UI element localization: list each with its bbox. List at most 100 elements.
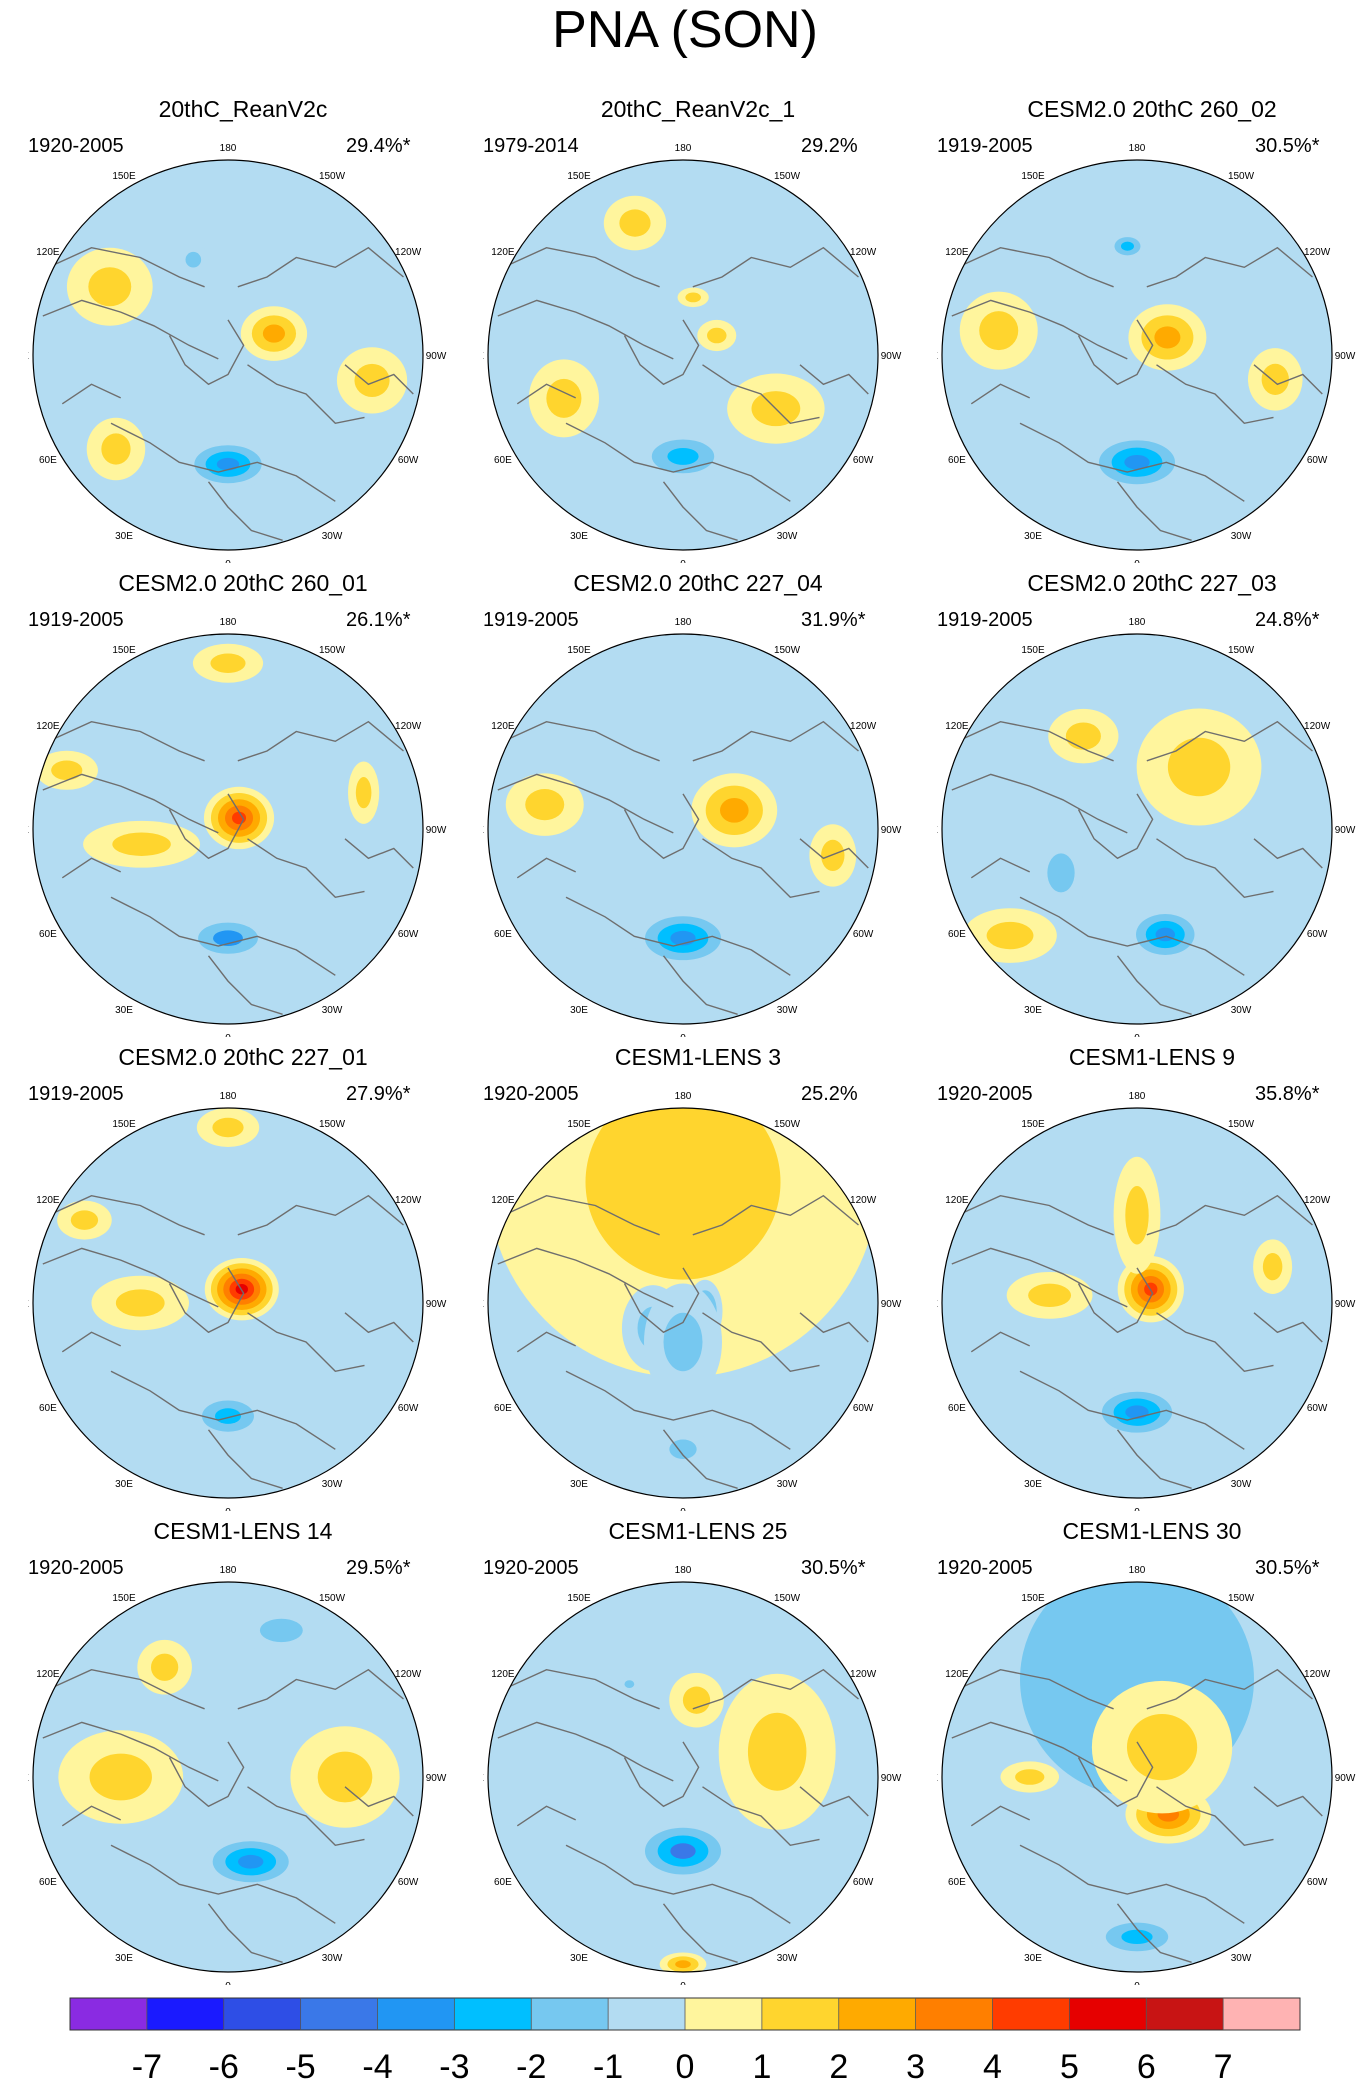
- coastline: [1253, 364, 1323, 395]
- coastline: [957, 1194, 1114, 1236]
- coastline: [623, 319, 700, 386]
- longitude-label: 150E: [567, 1119, 591, 1130]
- longitude-label: 120W: [1304, 247, 1331, 258]
- longitude-label: 90W: [1335, 1299, 1356, 1310]
- coastline: [42, 773, 219, 834]
- coastline: [497, 773, 674, 834]
- longitude-label: 30W: [777, 531, 798, 542]
- longitude-label: 60E: [494, 1877, 512, 1888]
- longitude-label: 120W: [395, 247, 422, 258]
- panel-years: 1919-2005: [483, 609, 579, 631]
- longitude-label: 180: [675, 1091, 692, 1102]
- longitude-label: 60W: [398, 1877, 419, 1888]
- map-panel: CESM1-LENS 3 1920-2005 25.2% 180 150E 150W…: [483, 1043, 913, 1513]
- coastline: [1077, 319, 1154, 386]
- coastline: [565, 896, 791, 976]
- anomaly-contour: [525, 789, 565, 821]
- longitude-label: 30E: [115, 1005, 133, 1016]
- coastline: [237, 1194, 404, 1236]
- colorbar-swatch: [377, 1998, 455, 2030]
- longitude-label: 0: [680, 1507, 686, 1511]
- polar-map: 180 150E 150W 120E 120W 90E 90W 60E 60W 30E 30W 0: [937, 1091, 1356, 1511]
- coastline: [799, 1312, 869, 1343]
- longitude-label: 90W: [881, 351, 902, 362]
- map-boundary: [941, 1107, 1333, 1499]
- map-background: [488, 160, 878, 550]
- longitude-label: 30W: [777, 1479, 798, 1490]
- anomaly-contour: [150, 1653, 179, 1681]
- coastline: [207, 955, 283, 1015]
- polar-map: 180 150E 150W 120E 120W 90E 90W 60E 60W 30E 30W 0: [28, 617, 447, 1037]
- panel-years: 1919-2005: [28, 609, 124, 631]
- coastline: [168, 793, 245, 860]
- longitude-label: 30W: [322, 1005, 343, 1016]
- coastline: [957, 246, 1114, 288]
- panel-title: 20thC_ReanV2c_1: [600, 96, 796, 122]
- colorbar-swatch: [300, 1998, 378, 2030]
- longitude-label: 60W: [853, 455, 874, 466]
- longitude-label: 30E: [1024, 1005, 1042, 1016]
- anomaly-contour: [1015, 1769, 1045, 1785]
- longitude-label: 150W: [774, 171, 801, 182]
- longitude-label: 0: [1134, 1507, 1140, 1511]
- longitude-label: 120E: [945, 1669, 969, 1680]
- coastline: [497, 299, 674, 360]
- longitude-label: 90E: [483, 825, 484, 836]
- anomaly-contour: [317, 1751, 373, 1803]
- coastline: [42, 1721, 219, 1782]
- longitude-label: 30E: [1024, 1953, 1042, 1964]
- colorbar-tick-label: 0: [676, 2048, 695, 2082]
- anomaly-contour: [979, 311, 1019, 351]
- polar-map: 180 150E 150W 120E 120W 90E 90W 60E 60W 30E 30W 0: [28, 1091, 447, 1511]
- longitude-label: 90W: [426, 1773, 447, 1784]
- longitude-label: 150W: [1228, 1119, 1255, 1130]
- panel-years: 1920-2005: [28, 1557, 124, 1579]
- longitude-label: 120E: [491, 721, 515, 732]
- longitude-label: 60W: [853, 1403, 874, 1414]
- anomaly-contour: [185, 251, 202, 268]
- coastline: [1116, 1903, 1192, 1963]
- anomaly-contour: [1121, 1929, 1153, 1945]
- coastline: [1019, 1844, 1245, 1924]
- panel-title: CESM2.0 20thC 227_03: [1027, 570, 1277, 596]
- panel-years: 1979-2014: [483, 135, 579, 157]
- longitude-label: 90E: [28, 825, 29, 836]
- panel-years: 1920-2005: [483, 1557, 579, 1579]
- longitude-label: 60E: [39, 929, 57, 940]
- panel-years: 1919-2005: [937, 135, 1033, 157]
- coastline: [207, 1903, 283, 1963]
- panel-years: 1920-2005: [28, 135, 124, 157]
- colorbar-swatch: [70, 1998, 148, 2030]
- coastline: [702, 1786, 820, 1847]
- map-boundary: [487, 633, 879, 1025]
- anomaly-contour: [101, 433, 131, 465]
- longitude-label: 30E: [570, 1479, 588, 1490]
- longitude-label: 150W: [774, 1593, 801, 1604]
- map-boundary: [487, 159, 879, 551]
- anomaly-contour: [115, 1289, 165, 1317]
- longitude-label: 60W: [398, 929, 419, 940]
- coastline: [970, 857, 1030, 879]
- colorbar-swatch: [531, 1998, 609, 2030]
- longitude-label: 30E: [115, 531, 133, 542]
- longitude-label: 180: [1129, 143, 1146, 154]
- longitude-label: 180: [1129, 1565, 1146, 1576]
- longitude-label: 90W: [1335, 825, 1356, 836]
- longitude-label: 120E: [945, 247, 969, 258]
- anomaly-contour: [747, 1712, 807, 1791]
- anomaly-contour: [585, 1108, 781, 1280]
- longitude-label: 60W: [853, 929, 874, 940]
- longitude-label: 150E: [1021, 171, 1045, 182]
- colorbar: -7 -6 -5 -4 -3 -2 -1 0 1 2 3 4 5 6 7: [69, 1997, 1301, 2082]
- panel-variance: 30.5%*: [801, 1557, 866, 1579]
- map-panel: CESM2.0 20thC 227_03 1919-2005 24.8%* 18…: [937, 569, 1367, 1039]
- coastline: [497, 1721, 674, 1782]
- coastline: [42, 1247, 219, 1308]
- map-boundary: [487, 1581, 879, 1973]
- anomaly-contour: [986, 921, 1034, 950]
- longitude-label: 30W: [777, 1953, 798, 1964]
- coastline: [702, 1312, 820, 1373]
- longitude-label: 30W: [1231, 1479, 1252, 1490]
- longitude-label: 90W: [426, 351, 447, 362]
- longitude-label: 60E: [494, 929, 512, 940]
